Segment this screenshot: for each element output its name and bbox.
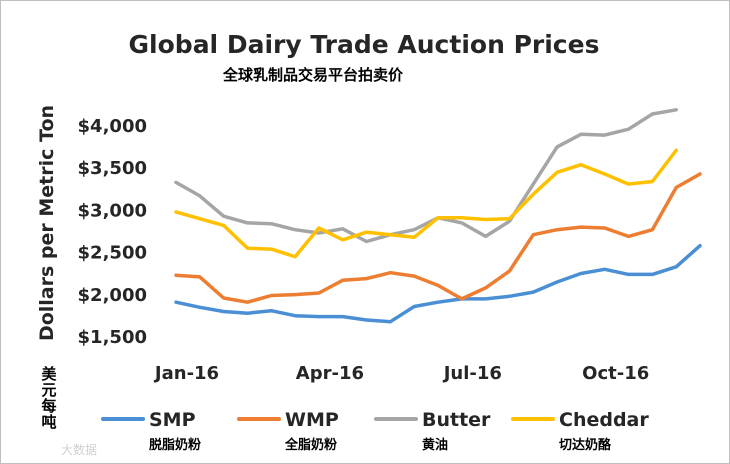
series-line-butter [174,108,678,244]
x-axis-ticks: Jan-16 Apr-16 Jul-16 Oct-16 [153,363,649,384]
y-axis-label-cn-char: 美 [41,365,57,383]
legend-label-cn-cheddar: 切达奶酪 [559,437,612,453]
x-tick-label: Apr-16 [296,363,364,384]
y-axis-label-cn-char: 每 [41,397,56,415]
y-tick-label: $2,500 [78,243,147,264]
y-tick-label: $4,000 [78,116,147,137]
y-tick-label: $2,000 [78,285,147,306]
y-axis-label: Dollars per Metric Ton [36,105,58,341]
legend: SMP 脱脂奶粉 WMP 全脂奶粉 Butter 黄油 Cheddar 切达奶酪 [101,409,649,453]
legend-label-smp: SMP [149,409,196,431]
series-line-wmp [174,172,702,304]
legend-label-cheddar: Cheddar [559,409,649,431]
x-tick-label: Oct-16 [582,363,649,384]
series-lines [174,108,702,324]
y-axis-label-cn-char: 吨 [41,413,56,431]
legend-label-cn-butter: 黄油 [422,437,448,453]
y-tick-label: $3,500 [78,158,147,179]
legend-label-wmp: WMP [285,409,339,431]
y-axis-label-cn-char: 元 [41,381,56,399]
x-tick-label: Jan-16 [153,363,219,384]
y-tick-label: $3,000 [78,200,147,221]
series-line-cheddar [174,148,678,259]
legend-label-cn-wmp: 全脂奶粉 [284,437,337,453]
watermark: 大数据 [61,442,97,457]
legend-label-butter: Butter [422,409,491,431]
legend-label-cn-smp: 脱脂奶粉 [149,437,201,453]
series-line-smp [174,243,702,324]
y-tick-label: $1,500 [78,327,147,348]
chart-subtitle-cn: 全球乳制品交易平台拍卖价 [222,66,404,84]
y-axis-ticks: $1,500 $2,000 $2,500 $3,000 $3,500 $4,000 [78,116,147,348]
chart-title: Global Dairy Trade Auction Prices [129,30,600,59]
x-tick-label: Jul-16 [442,363,502,384]
